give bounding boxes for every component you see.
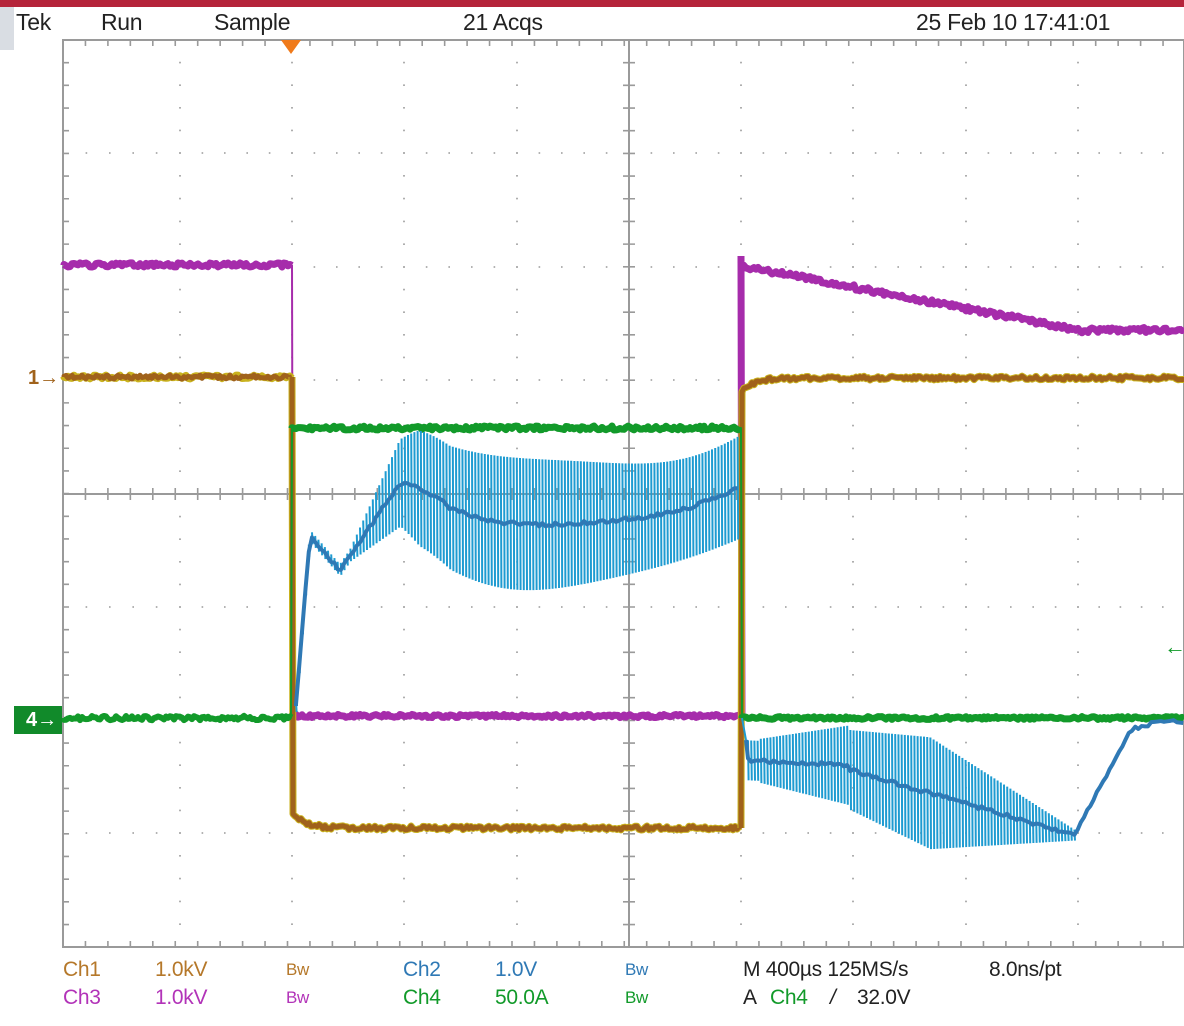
ch1-bandwidth-limit: Bw bbox=[286, 960, 309, 980]
ch1-trace-pre bbox=[64, 375, 292, 379]
ch4-ground-marker[interactable]: 4→ bbox=[14, 706, 62, 734]
ch3-trace-pre bbox=[64, 263, 292, 267]
ch4-trace-off bbox=[742, 717, 1184, 720]
trigger-slope-icon[interactable]: / bbox=[830, 986, 836, 1010]
ch4-bandwidth-limit: Bw bbox=[625, 988, 648, 1008]
ch4-scale[interactable]: 50.0A bbox=[495, 986, 548, 1010]
trigger-source[interactable]: Ch4 bbox=[770, 986, 808, 1010]
ch3-bandwidth-limit: Bw bbox=[286, 988, 309, 1008]
ch4-trace-on bbox=[292, 426, 740, 430]
trigger-level-arrow-icon[interactable]: ← bbox=[1164, 636, 1184, 658]
ch3-scale[interactable]: 1.0kV bbox=[155, 986, 207, 1010]
ch1-scale[interactable]: 1.0kV bbox=[155, 958, 207, 982]
resolution-readout: 8.0ns/pt bbox=[989, 958, 1061, 982]
timebase-readout[interactable]: M 400µs 125MS/s bbox=[743, 958, 908, 982]
ch2-label[interactable]: Ch2 bbox=[403, 958, 441, 982]
ch1-label[interactable]: Ch1 bbox=[63, 958, 101, 982]
ch3-label[interactable]: Ch3 bbox=[63, 986, 101, 1010]
trigger-prefix: A bbox=[743, 986, 757, 1010]
ch2-bandwidth-limit: Bw bbox=[625, 960, 648, 980]
ch3-trace-on bbox=[294, 714, 740, 717]
ch4-label[interactable]: Ch4 bbox=[403, 986, 441, 1010]
ch2-scale[interactable]: 1.0V bbox=[495, 958, 537, 982]
ch1-ground-marker[interactable]: 1→ bbox=[28, 366, 59, 390]
trigger-level[interactable]: 32.0V bbox=[857, 986, 910, 1010]
